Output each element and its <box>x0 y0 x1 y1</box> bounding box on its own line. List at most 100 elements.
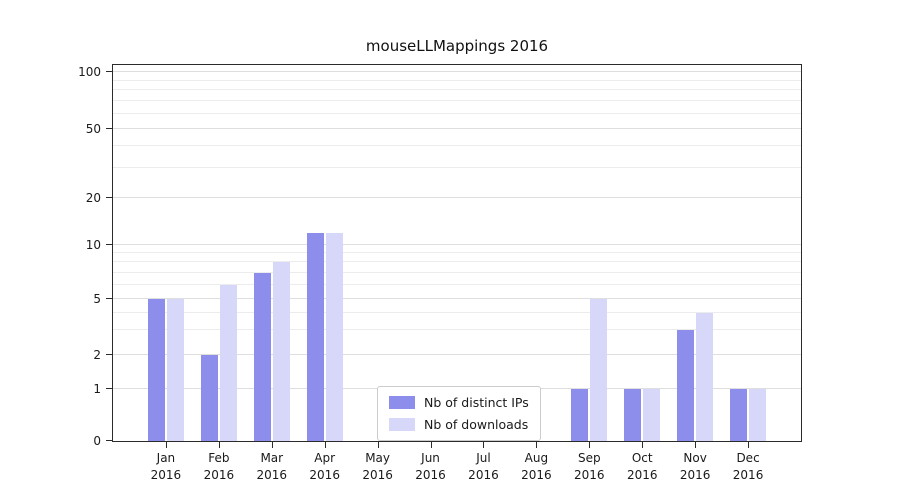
gridline-minor <box>113 144 801 146</box>
x-tick-mark <box>695 442 697 448</box>
x-tick-mark <box>483 442 485 448</box>
x-tick-mark <box>271 442 273 448</box>
x-tick-year: 2016 <box>150 468 182 483</box>
bar-downloads <box>590 299 608 441</box>
bar-distinct-ips <box>253 273 271 441</box>
x-tick-mark <box>536 442 538 448</box>
x-tick-month: Dec <box>736 451 760 465</box>
gridline-major <box>113 71 801 73</box>
gridline-minor <box>113 79 801 81</box>
y-tick-mark <box>106 127 112 129</box>
gridline-minor <box>113 252 801 254</box>
y-tick-label: 1 <box>93 382 101 397</box>
x-tick-month: Jan <box>156 451 176 465</box>
bar-distinct-ips <box>306 233 324 441</box>
gridline-minor <box>113 329 801 331</box>
gridline-minor <box>113 100 801 102</box>
x-tick-label: Dec 2016 <box>733 450 764 485</box>
y-tick-mark <box>106 197 112 199</box>
x-tick-label: Aug 2016 <box>521 450 552 485</box>
gridline-major <box>113 197 801 199</box>
x-tick-year: 2016 <box>309 468 340 483</box>
y-tick-mark <box>106 354 112 356</box>
x-tick-year: 2016 <box>521 468 552 483</box>
bar-downloads <box>643 389 661 441</box>
x-tick-month: Mar <box>260 451 284 465</box>
x-tick-label: Jan 2016 <box>151 450 182 485</box>
y-tick-mark <box>106 71 112 73</box>
gridline-minor <box>113 283 801 285</box>
x-tick-mark <box>218 442 220 448</box>
bar-distinct-ips <box>571 389 589 441</box>
bar-distinct-ips <box>147 299 165 441</box>
x-tick-year: 2016 <box>574 468 605 483</box>
x-tick-label: Oct 2016 <box>627 450 658 485</box>
legend-entry: Nb of distinct IPs <box>389 395 529 410</box>
legend-swatch-distinct-ips <box>389 396 415 409</box>
x-tick-month: Apr <box>314 451 336 465</box>
gridline-minor <box>113 311 801 313</box>
gridline-major <box>113 354 801 356</box>
bar-downloads <box>325 233 343 441</box>
y-tick-mark <box>106 440 112 441</box>
legend-entry: Nb of downloads <box>389 417 529 432</box>
bar-downloads <box>696 313 714 441</box>
gridline-minor <box>113 271 801 273</box>
chart-title: mouseLLMappings 2016 <box>365 37 549 55</box>
gridline-minor <box>113 261 801 263</box>
gridline-minor <box>113 166 801 168</box>
gridline-major <box>113 244 801 246</box>
y-tick-label: 20 <box>85 191 101 206</box>
y-tick-mark <box>106 244 112 246</box>
x-tick-mark <box>377 442 379 448</box>
x-tick-year: 2016 <box>256 468 288 483</box>
y-tick-mark <box>106 297 112 299</box>
x-tick-month: Oct <box>631 451 653 465</box>
x-tick-label: Nov 2016 <box>680 450 711 485</box>
bar-distinct-ips <box>677 330 695 441</box>
y-tick-label: 50 <box>85 121 101 136</box>
y-tick-label: 5 <box>93 291 101 306</box>
x-tick-label: Mar 2016 <box>256 450 287 485</box>
bar-distinct-ips <box>624 389 642 441</box>
bar-downloads <box>219 285 237 441</box>
x-tick-mark <box>165 442 167 448</box>
x-tick-label: Jun 2016 <box>415 450 446 485</box>
legend-swatch-downloads <box>389 418 415 431</box>
x-tick-label: May 2016 <box>362 450 393 485</box>
x-tick-mark <box>642 442 644 448</box>
x-tick-month: Nov <box>683 451 707 465</box>
x-tick-year: 2016 <box>415 468 446 483</box>
x-tick-year: 2016 <box>203 468 235 483</box>
y-tick-label: 2 <box>93 348 101 363</box>
x-tick-month: Jun <box>421 451 440 465</box>
legend-label: Nb of distinct IPs <box>424 395 529 410</box>
legend: Nb of distinct IPs Nb of downloads <box>377 386 541 441</box>
bar-downloads <box>166 299 184 441</box>
x-tick-label: Jul 2016 <box>468 450 499 485</box>
x-tick-label: Sep 2016 <box>574 450 605 485</box>
x-tick-year: 2016 <box>679 468 711 483</box>
bar-downloads <box>272 262 290 441</box>
x-tick-year: 2016 <box>468 468 499 483</box>
x-tick-mark <box>748 442 750 448</box>
y-tick-label: 10 <box>85 238 101 253</box>
x-tick-mark <box>324 442 326 448</box>
y-tick-label: 0 <box>93 434 101 448</box>
x-tick-month: Feb <box>208 451 230 465</box>
bar-distinct-ips <box>200 355 218 441</box>
bar-distinct-ips <box>730 389 748 441</box>
y-tick-label: 100 <box>78 65 101 80</box>
gridline-minor <box>113 112 801 114</box>
bar-downloads <box>749 389 767 441</box>
y-tick-mark <box>106 388 112 390</box>
gridline-minor <box>113 89 801 91</box>
gridline-major <box>113 127 801 129</box>
x-tick-year: 2016 <box>626 468 658 483</box>
x-tick-month: Sep <box>577 451 601 465</box>
x-tick-month: Jul <box>476 451 491 465</box>
legend-label: Nb of downloads <box>424 417 529 432</box>
x-tick-month: Aug <box>524 451 549 465</box>
gridline-major <box>113 297 801 299</box>
